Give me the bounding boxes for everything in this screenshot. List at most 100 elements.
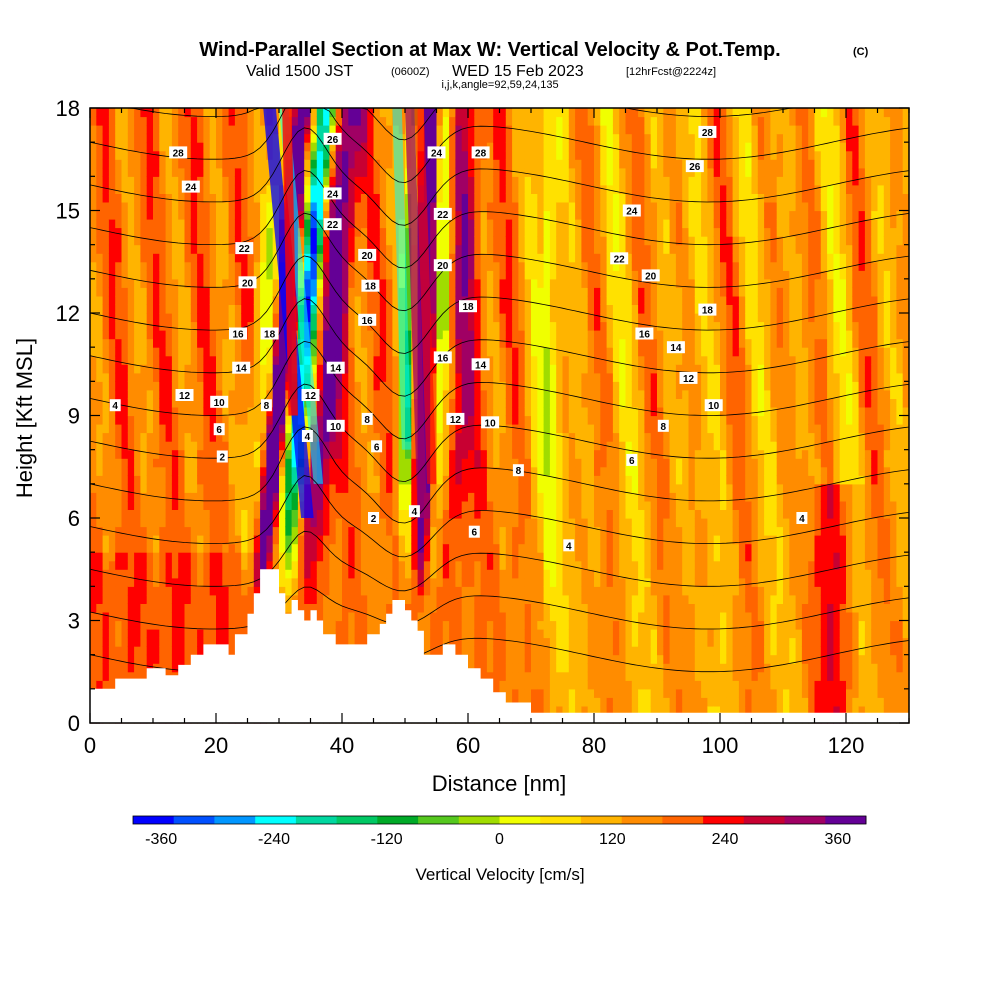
velocity-cell (310, 509, 318, 519)
velocity-cell (216, 219, 223, 229)
velocity-cell (310, 167, 318, 177)
velocity-cell (512, 612, 519, 622)
velocity-cell (291, 458, 299, 468)
velocity-cell (228, 304, 236, 314)
velocity-cell (96, 663, 104, 673)
velocity-cell (468, 150, 475, 160)
velocity-cell (253, 424, 261, 434)
velocity-cell (373, 407, 381, 417)
velocity-cell (96, 389, 104, 399)
velocity-cell (505, 441, 513, 451)
velocity-cell (121, 313, 129, 323)
forecast-tag: [12hrFcst@2224z] (626, 66, 716, 78)
velocity-cell (190, 202, 198, 212)
velocity-cell (260, 526, 267, 536)
velocity-cell (342, 535, 349, 545)
velocity-cell (310, 227, 318, 237)
velocity-cell (512, 594, 519, 604)
velocity-cell (184, 219, 192, 229)
velocity-cell (216, 210, 223, 220)
velocity-cell (386, 458, 393, 468)
velocity-cell (216, 407, 223, 417)
velocity-cell (178, 261, 186, 271)
section-indices: i,j,k,angle=92,59,24,135 (441, 79, 558, 91)
velocity-cell (222, 125, 230, 135)
velocity-cell (379, 347, 387, 357)
velocity-cell (342, 167, 349, 177)
velocity-cell (386, 210, 393, 220)
velocity-cell (442, 330, 450, 340)
velocity-cell (499, 227, 507, 237)
velocity-cell (360, 569, 368, 579)
velocity-cell (108, 629, 116, 639)
velocity-cell (222, 483, 230, 493)
velocity-cell (329, 321, 337, 331)
velocity-cell (197, 261, 204, 271)
velocity-cell (260, 176, 267, 186)
velocity-cell (480, 543, 488, 553)
velocity-cell (316, 492, 324, 502)
velocity-cell (165, 449, 173, 459)
velocity-cell (96, 680, 104, 690)
velocity-cell (449, 577, 456, 587)
velocity-cell (108, 338, 116, 348)
velocity-cell (153, 184, 160, 194)
velocity-cell (134, 381, 141, 391)
velocity-cell (190, 415, 198, 425)
velocity-cell (436, 432, 444, 442)
velocity-cell (486, 330, 494, 340)
velocity-cell (102, 475, 110, 485)
velocity-cell (304, 552, 312, 562)
velocity-cell (316, 133, 324, 143)
velocity-cell (323, 612, 330, 622)
velocity-cell (442, 287, 450, 297)
velocity-cell (272, 338, 280, 348)
velocity-cell (468, 569, 475, 579)
velocity-cell (209, 612, 217, 622)
velocity-cell (348, 202, 356, 212)
velocity-cell (253, 458, 261, 468)
velocity-cell (178, 159, 186, 169)
velocity-cell (367, 526, 375, 536)
velocity-cell (197, 543, 204, 553)
velocity-cell (379, 586, 387, 596)
velocity-cell (304, 108, 312, 118)
velocity-cell (234, 176, 242, 186)
velocity-cell (146, 586, 154, 596)
velocity-cell (493, 116, 501, 126)
velocity-cell (140, 500, 148, 510)
velocity-cell (115, 569, 123, 579)
velocity-cell (392, 389, 400, 399)
velocity-cell (329, 612, 337, 622)
velocity-cell (468, 603, 475, 613)
velocity-cell (272, 432, 280, 442)
velocity-cell (228, 424, 236, 434)
velocity-cell (90, 407, 97, 417)
velocity-cell (140, 125, 148, 135)
velocity-cell (228, 355, 236, 365)
velocity-cell (430, 330, 438, 340)
velocity-cell (159, 355, 167, 365)
velocity-cell (461, 176, 469, 186)
velocity-cell (405, 313, 412, 323)
velocity-cell (272, 466, 280, 476)
velocity-cell (127, 646, 135, 656)
velocity-cell (184, 116, 192, 126)
velocity-cell (436, 287, 444, 297)
velocity-cell (411, 492, 419, 502)
velocity-cell (411, 543, 419, 553)
velocity-cell (197, 560, 204, 570)
velocity-cell (468, 535, 475, 545)
velocity-cell (316, 142, 324, 152)
velocity-cell (417, 603, 425, 613)
velocity-cell (398, 560, 406, 570)
velocity-cell (373, 193, 381, 203)
velocity-cell (102, 193, 110, 203)
velocity-cell (512, 372, 519, 382)
velocity-cell (159, 466, 167, 476)
velocity-cell (108, 108, 116, 118)
velocity-cell (153, 432, 160, 442)
velocity-cell (342, 253, 349, 263)
velocity-cell (493, 287, 501, 297)
velocity-cell (134, 304, 141, 314)
